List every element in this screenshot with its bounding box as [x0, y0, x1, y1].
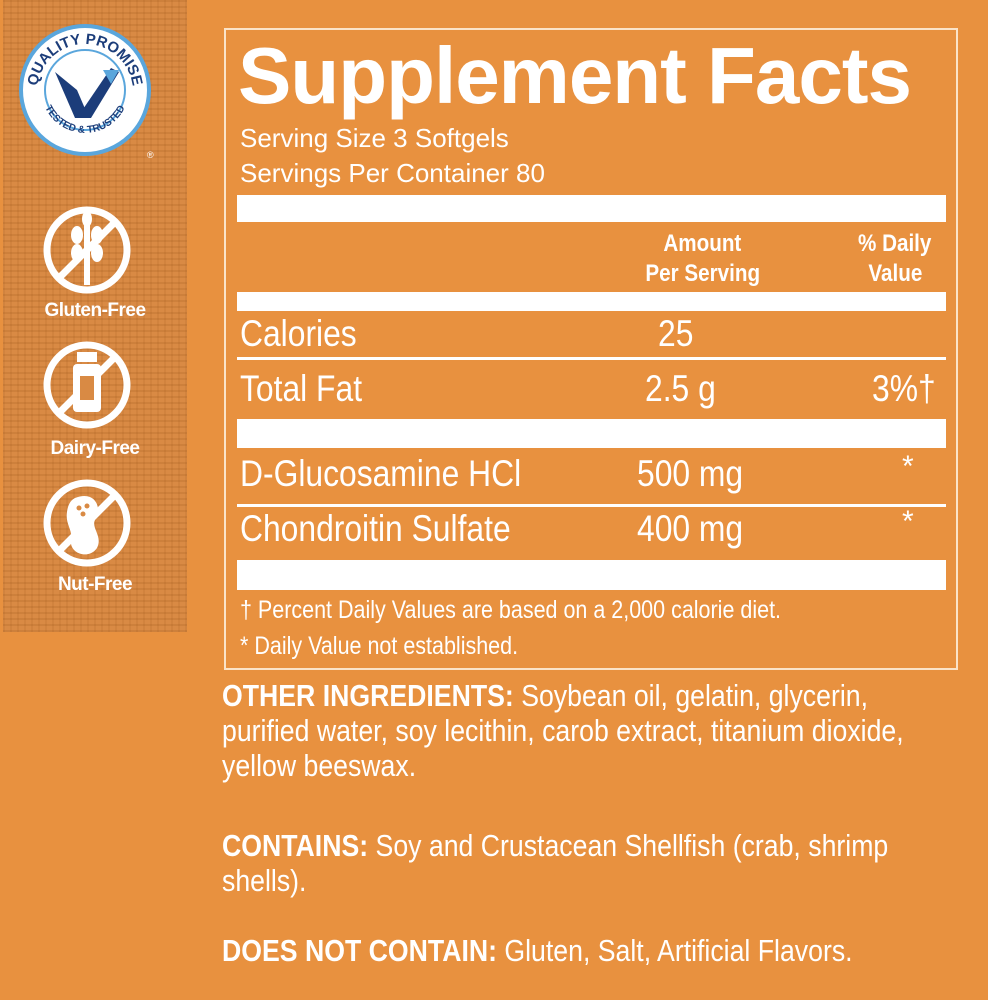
svg-text:®: ®: [147, 150, 154, 160]
no-peanut-icon: [43, 479, 131, 567]
thin-divider: [237, 357, 946, 360]
other-ingredients: OTHER INGREDIENTS: Soybean oil, gelatin,…: [222, 678, 904, 783]
footnote-daily-values: † Percent Daily Values are based on a 2,…: [240, 596, 782, 624]
glucosamine-dv: *: [902, 450, 914, 483]
daily-value-header: % Daily Value: [858, 230, 932, 287]
chondroitin-amount: 400 mg: [637, 508, 744, 549]
chondroitin-label: Chondroitin Sulfate: [240, 508, 511, 549]
servings-per-container: Servings Per Container 80: [240, 158, 545, 188]
footnote-not-established: * Daily Value not established.: [240, 632, 519, 660]
quality-promise-seal-icon: QUALITY PROMISE TESTED & TRUSTED ®: [19, 24, 154, 160]
calories-label: Calories: [240, 313, 357, 354]
no-wheat-icon: [43, 206, 131, 294]
glucosamine-label: D-Glucosamine HCl: [240, 453, 522, 494]
nut-free-label: Nut-Free: [57, 574, 133, 595]
amount-per-serving-header: Amount Per Serving: [645, 230, 760, 287]
total-fat-amount: 2.5 g: [645, 368, 716, 409]
supplement-facts-panel: [224, 28, 958, 670]
thin-divider: [237, 504, 946, 507]
calories-amount: 25: [658, 313, 694, 354]
total-fat-dv: 3%†: [872, 368, 936, 409]
gluten-free-label: Gluten-Free: [44, 300, 146, 321]
serving-size: Serving Size 3 Softgels: [240, 123, 509, 153]
contains-statement: CONTAINS: Soy and Crustacean Shellfish (…: [222, 828, 889, 898]
dairy-free-label: Dairy-Free: [50, 438, 141, 459]
chondroitin-dv: *: [902, 505, 914, 538]
sidebar-badges: QUALITY PROMISE TESTED & TRUSTED ® Glute…: [3, 0, 187, 632]
supplement-facts-title: Supplement Facts: [238, 31, 912, 120]
thick-divider: [237, 419, 946, 448]
glucosamine-amount: 500 mg: [637, 453, 744, 494]
total-fat-label: Total Fat: [240, 368, 363, 409]
no-milk-bottle-icon: [43, 341, 131, 429]
thick-divider: [237, 560, 946, 590]
divider: [237, 292, 946, 311]
does-not-contain-statement: DOES NOT CONTAIN: Gluten, Salt, Artifici…: [222, 933, 853, 968]
thick-divider: [237, 195, 946, 222]
